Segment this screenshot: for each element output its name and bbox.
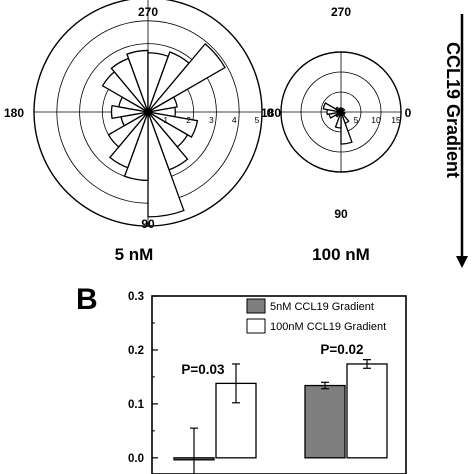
angle-label-180: 180 xyxy=(4,106,24,120)
rose-wedge xyxy=(107,111,149,148)
panel-label-5nm: 5 nM xyxy=(115,245,154,264)
rose-bins xyxy=(322,102,353,145)
polar-plot-5nm: 1 2 3 4 5 270 180 0 90 5 nM xyxy=(4,0,274,264)
radial-tick-label: 5 xyxy=(354,115,359,125)
rose-wedge xyxy=(147,42,226,113)
p-value-annotation: P=0.03 xyxy=(181,362,225,377)
legend: 5nM CCL19 Gradient 100nM CCL19 Gradient xyxy=(246,298,386,334)
plot-frame xyxy=(151,295,407,474)
radial-tick-label: 10 xyxy=(371,115,381,125)
legend-label-100nm: 100nM CCL19 Gradient xyxy=(270,321,386,333)
bars xyxy=(173,359,388,474)
y-tick-label: 0.1 xyxy=(128,399,145,411)
angle-label-0: 0 xyxy=(267,106,274,120)
bar-chart: B 0.0 0.1 0.2 0.3 P=0.03 P=0.02 5nM CCL19 G… xyxy=(76,283,407,474)
bar xyxy=(304,384,346,459)
rose-wedge xyxy=(334,111,342,129)
rose-wedge xyxy=(110,104,149,120)
rose-wedge xyxy=(147,111,185,218)
angle-label-90: 90 xyxy=(334,207,348,221)
rose-wedge xyxy=(334,106,342,113)
radial-tick-label: 4 xyxy=(232,115,237,125)
panel-letter: B xyxy=(76,283,98,316)
legend-swatch-5nm xyxy=(246,298,266,314)
radial-tick-label: 5 xyxy=(255,115,260,125)
legend-label-5nm: 5nM CCL19 Gradient xyxy=(270,301,374,313)
y-tick-label: 0.0 xyxy=(128,453,144,465)
radial-tick-labels: 1 2 3 4 5 xyxy=(163,115,259,125)
rose-wedge xyxy=(126,49,149,113)
y-axis: 0.0 0.1 0.2 0.3 xyxy=(128,291,158,465)
angle-label-270: 270 xyxy=(138,5,158,19)
gradient-label: CCL19 Gradient xyxy=(443,42,463,178)
radial-tick-label: 15 xyxy=(391,115,401,125)
polar-plot-100nm: 5 10 15 270 180 0 90 100 nM xyxy=(261,5,412,264)
angle-label-0: 0 xyxy=(405,106,412,120)
rose-wedge xyxy=(108,111,149,169)
bar xyxy=(346,363,388,459)
legend-swatch-100nm xyxy=(246,318,266,334)
radial-tick-label: 1 xyxy=(163,115,168,125)
radial-tick-label: 2 xyxy=(186,115,191,125)
y-tick-label: 0.3 xyxy=(128,291,144,303)
rose-wedge xyxy=(340,111,353,145)
gradient-arrow: CCL19 Gradient xyxy=(443,14,468,268)
angle-label-180: 180 xyxy=(261,106,281,120)
panel-label-100nm: 100 nM xyxy=(312,245,370,264)
rose-wedge xyxy=(147,111,199,138)
rose-bins xyxy=(101,42,226,218)
angle-label-270: 270 xyxy=(331,5,351,19)
y-tick-label: 0.2 xyxy=(128,345,144,357)
radial-tick-labels: 5 10 15 xyxy=(354,115,401,125)
angle-label-90: 90 xyxy=(141,217,155,231)
rose-wedge xyxy=(340,108,346,113)
p-value-annotation: P=0.02 xyxy=(320,342,363,357)
radial-tick-label: 3 xyxy=(209,115,214,125)
rose-wedge xyxy=(147,96,178,113)
